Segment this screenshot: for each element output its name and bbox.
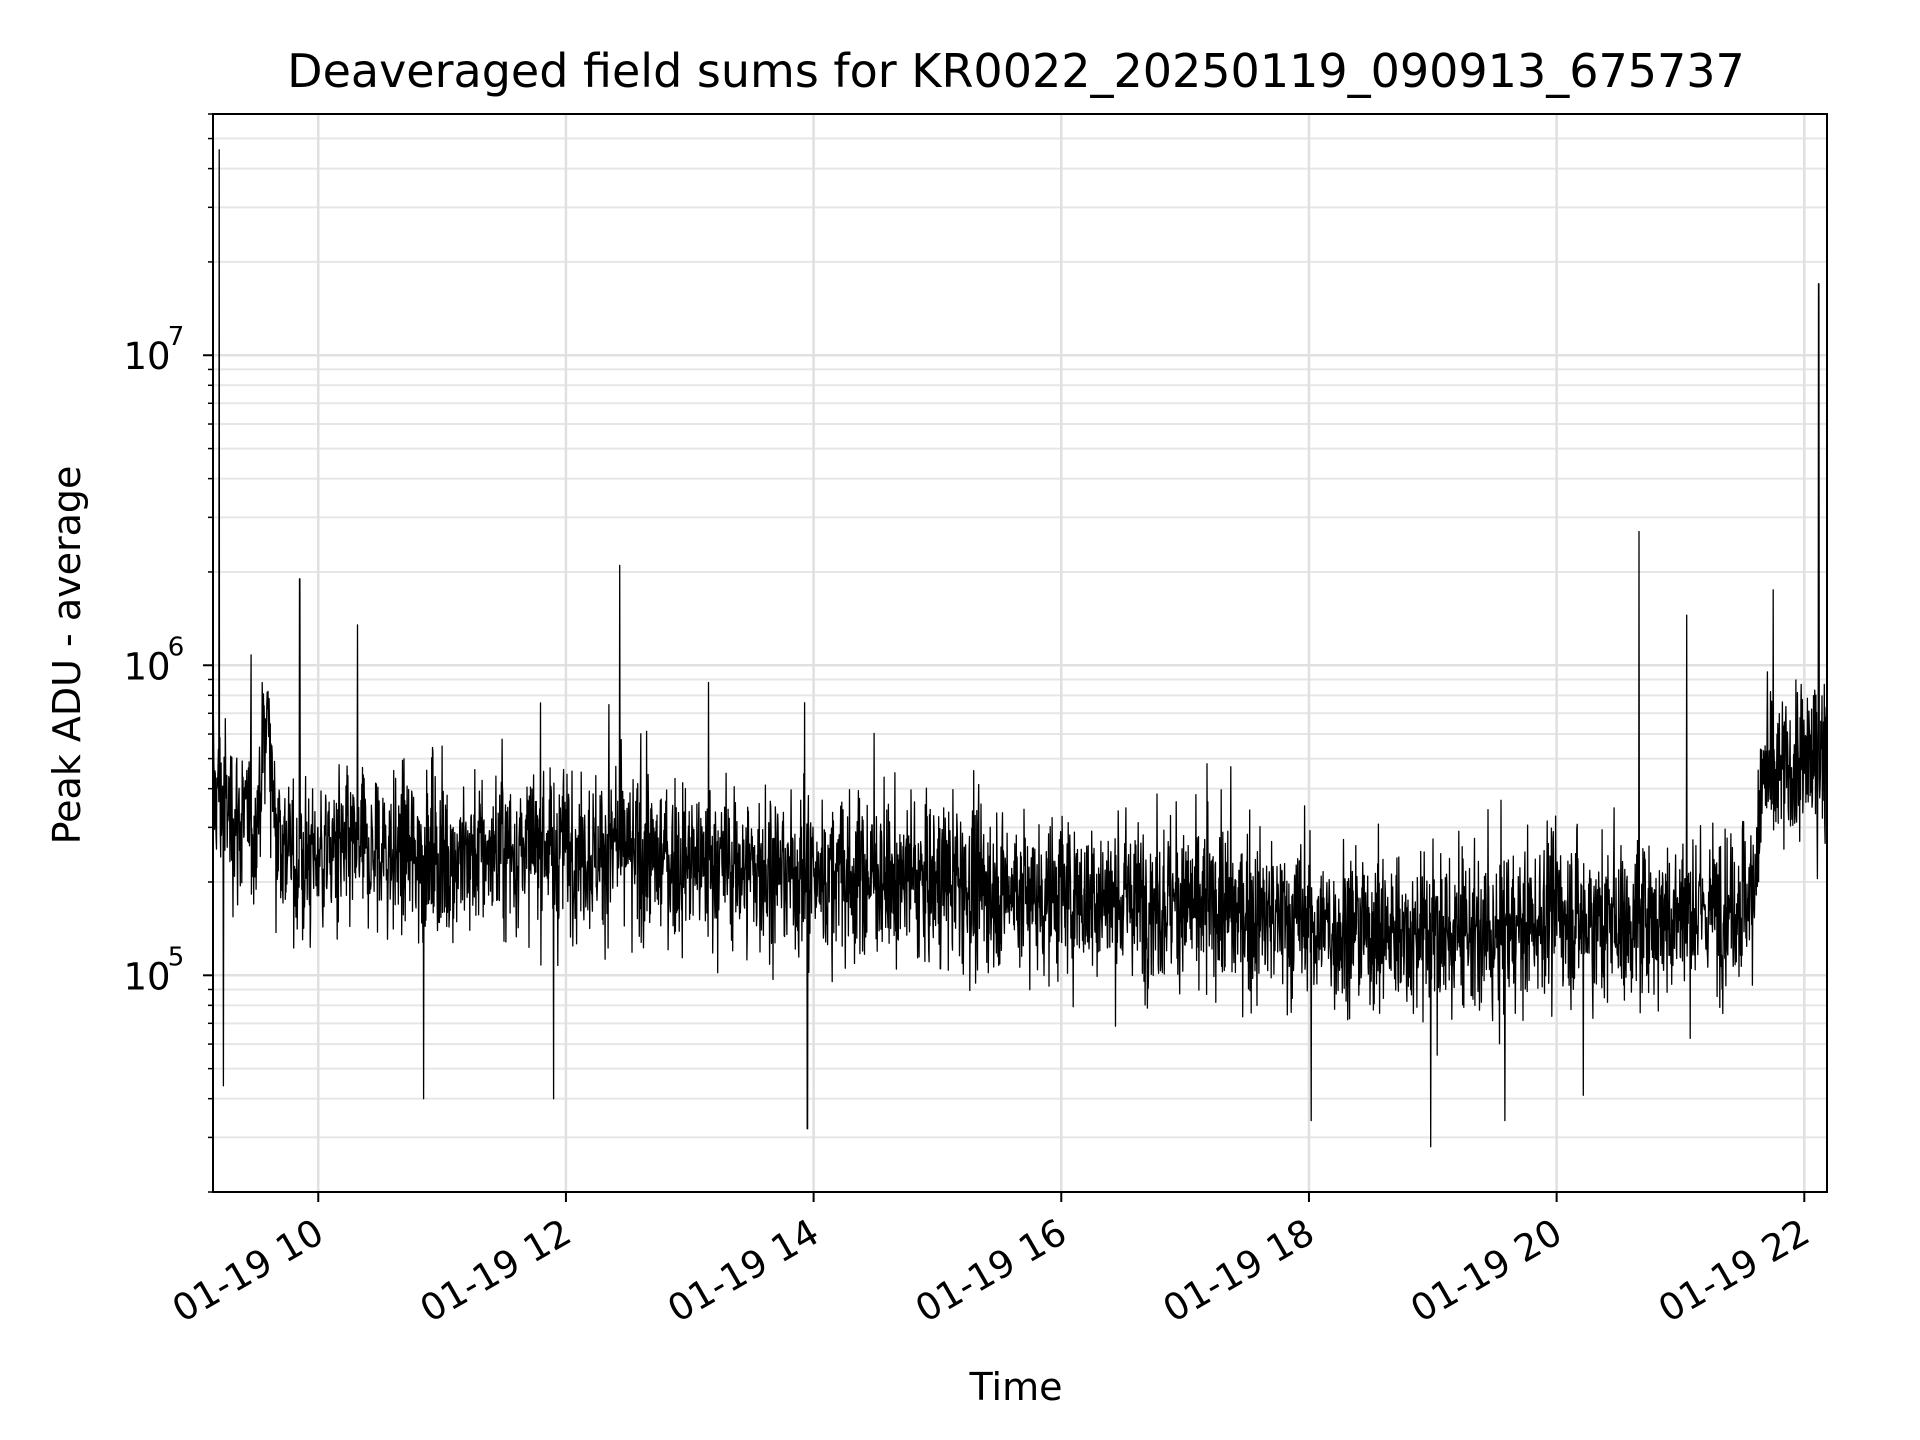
series-layer	[212, 149, 1828, 1148]
x-axis-label: Time	[969, 1365, 1063, 1409]
grid-minor	[213, 113, 1827, 1193]
grid-major	[213, 114, 1827, 1192]
y-tick-exponent: 6	[168, 632, 185, 662]
y-tick-label: 10	[123, 645, 170, 688]
y-tick-label: 10	[123, 335, 170, 378]
y-tick-label: 10	[123, 955, 170, 998]
chart-title: Deaveraged field sums for KR0022_2025011…	[287, 44, 1745, 98]
y-tick-exponent: 5	[168, 942, 185, 972]
y-axis-label: Peak ADU - average	[45, 466, 89, 845]
plot-frame	[212, 113, 1828, 1193]
series-line	[212, 149, 1828, 1148]
y-tick-exponent: 7	[168, 322, 185, 352]
